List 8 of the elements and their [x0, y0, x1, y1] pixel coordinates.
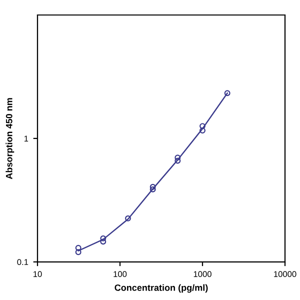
y-tick-label: 1: [24, 136, 28, 142]
y-tick-label: 0.1: [17, 259, 28, 265]
x-tick-label: 100: [114, 271, 127, 278]
x-tick-label: 10: [34, 271, 42, 278]
x-tick-label: 1000: [194, 271, 212, 278]
y-axis-title: Absorption 450 nm: [6, 98, 14, 180]
x-axis-title: Concentration (pg/ml): [114, 284, 208, 293]
x-tick-label: 10000: [274, 271, 296, 278]
